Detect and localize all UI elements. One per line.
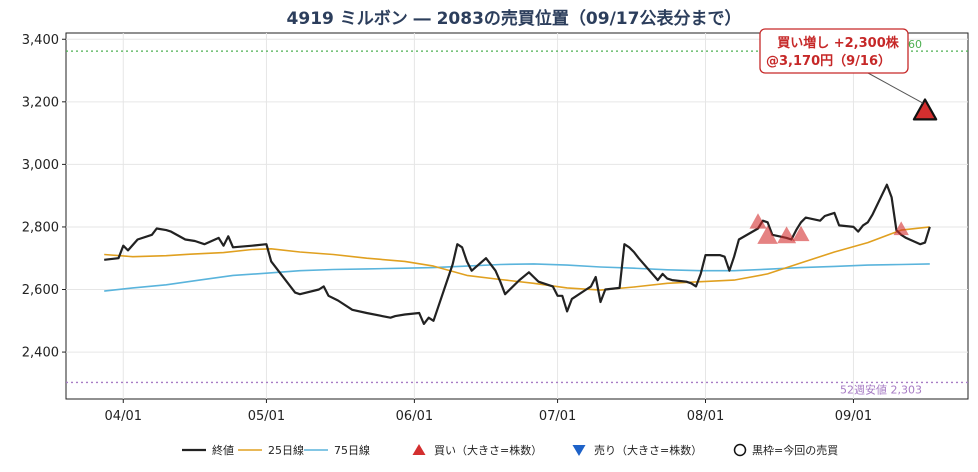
y-tick-label: 3,000 <box>22 158 59 173</box>
legend-label-buy: 買い（大きさ=株数） <box>434 443 542 457</box>
chart-title: 4919 ミルボン ― 2083の売買位置（09/17公表分まで） <box>287 8 742 29</box>
callout-line-2: @3,170円（9/16） <box>766 53 891 69</box>
legend-label-close: 終値 <box>212 443 234 457</box>
grid <box>66 33 968 399</box>
y-tick-label: 3,200 <box>22 95 59 110</box>
x-tick-label: 08/01 <box>687 409 724 424</box>
y-axis: 2,400 2,600 2,800 3,000 3,200 3,400 <box>22 33 66 361</box>
x-tick-label: 04/01 <box>105 409 142 424</box>
x-tick-label: 05/01 <box>248 409 285 424</box>
x-tick-label: 06/01 <box>396 409 433 424</box>
reference-label-high_line: 60 <box>908 38 922 51</box>
legend-label-ma75: 75日線 <box>334 443 370 457</box>
trade-marker-buy <box>893 221 909 236</box>
trade-callout: 買い増し +2,300株 @3,170円（9/16） <box>759 28 924 104</box>
trade-marker-buy <box>749 213 767 229</box>
y-tick-label: 2,400 <box>22 346 59 361</box>
callout-box <box>759 28 909 74</box>
trade-marker-buy <box>792 225 810 242</box>
callout-line-1: 買い増し +2,300株 <box>777 35 900 51</box>
x-axis: 04/01 05/01 06/01 07/01 08/01 09/01 <box>105 399 872 424</box>
series-line-ma75 <box>104 263 930 292</box>
legend-label-current: 黒枠=今回の売買 <box>752 443 838 457</box>
trade-marker-buy <box>777 226 797 244</box>
legend-label-ma25: 25日線 <box>268 443 304 457</box>
x-tick-label: 09/01 <box>835 409 872 424</box>
legend-swatch-sell <box>572 445 586 456</box>
reference-label-low_line: 52週安値 2,303 <box>840 382 922 396</box>
plot-area <box>65 32 969 400</box>
callout-connector <box>867 72 924 104</box>
y-tick-label: 2,600 <box>22 283 59 298</box>
series-group <box>104 183 931 325</box>
y-tick-label: 2,800 <box>22 220 59 235</box>
trade-markers <box>749 98 938 244</box>
y-tick-label: 3,400 <box>22 33 59 48</box>
legend: 終値 25日線 75日線 買い（大きさ=株数） 売り（大きさ=株数） 黒枠=今回の売買 <box>182 443 838 457</box>
legend-swatch-buy <box>412 444 426 455</box>
legend-swatch-current <box>733 443 747 457</box>
trade-marker-buy <box>757 225 778 244</box>
trade-marker-buy <box>912 98 938 121</box>
x-tick-label: 07/01 <box>539 409 576 424</box>
legend-label-sell: 売り（大きさ=株数） <box>594 443 702 457</box>
series-line-close <box>104 183 931 325</box>
